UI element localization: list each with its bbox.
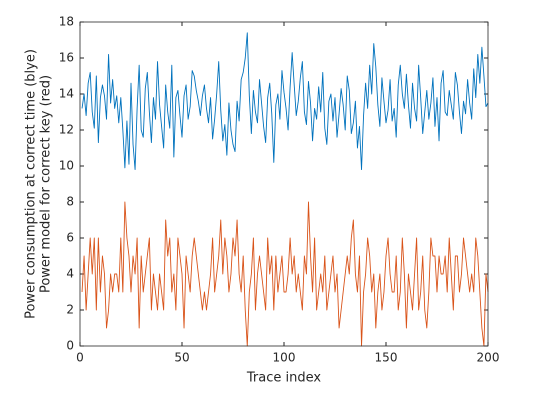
plot-frame	[79, 21, 489, 347]
y-tick-label: 0	[66, 339, 74, 353]
x-tick-label: 200	[477, 351, 500, 365]
y-tick-label: 12	[59, 123, 74, 137]
x-tick-label: 0	[76, 351, 84, 365]
y-tick-label: 16	[59, 51, 74, 65]
y-tick-label: 4	[66, 267, 74, 281]
y-tick-label: 2	[66, 303, 74, 317]
y-tick-label: 8	[66, 195, 74, 209]
data-line	[81, 32, 489, 171]
x-tick-label: 100	[273, 351, 296, 365]
data-line	[81, 201, 489, 347]
y-tick-label: 10	[59, 159, 74, 173]
y-tick-label: 18	[59, 15, 74, 29]
y-axis-label: Power consumption at correct time (blye)	[24, 49, 39, 319]
y-axis-label: Power model for correct key (red)	[39, 75, 54, 293]
y-tick-label: 14	[59, 87, 74, 101]
x-tick-label: 50	[174, 351, 189, 365]
x-axis-label: Trace index	[246, 371, 321, 386]
y-tick-label: 6	[66, 231, 74, 245]
x-tick-label: 150	[375, 351, 398, 365]
